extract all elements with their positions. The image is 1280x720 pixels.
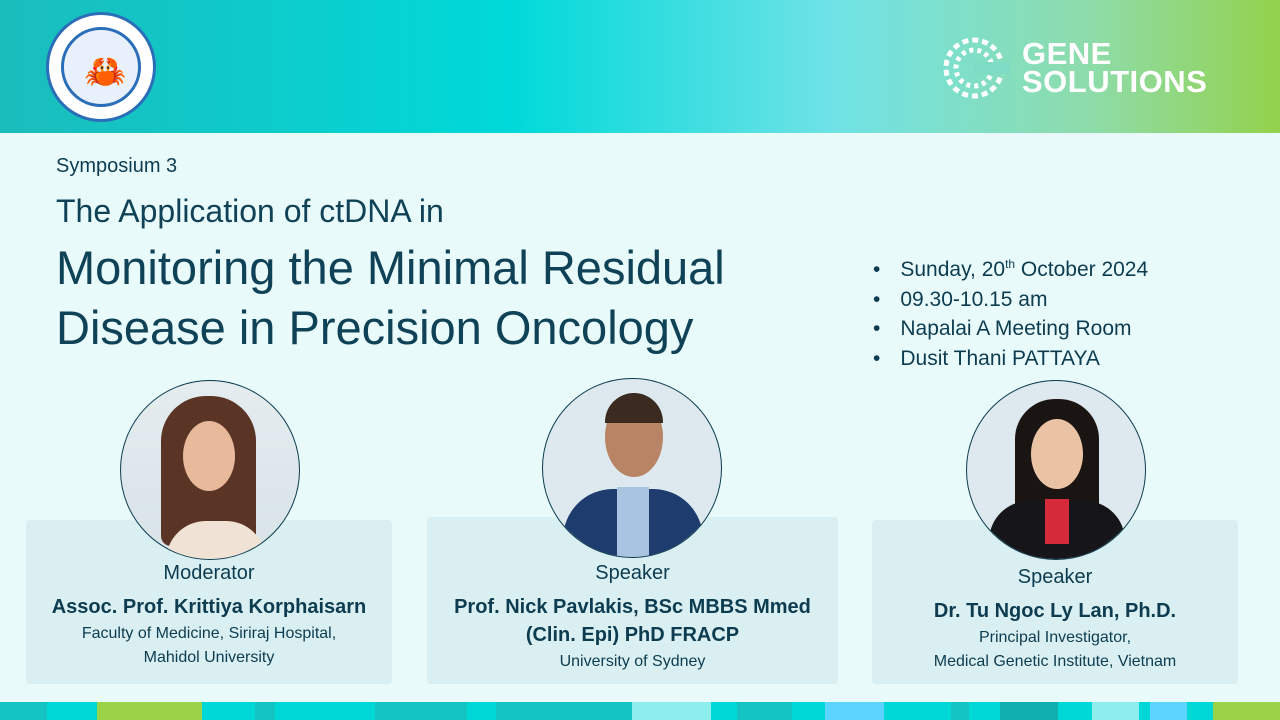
speaker1-photo bbox=[542, 378, 722, 558]
person-name: Dr. Tu Ngoc Ly Lan, Ph.D. bbox=[933, 600, 1177, 622]
thai-society-logo: 🦀 bbox=[46, 12, 156, 122]
event-room: Napalai A Meeting Room bbox=[873, 314, 1148, 344]
symposium-label: Symposium 3 bbox=[56, 155, 178, 177]
title-line3: Disease in Precision Oncology bbox=[56, 301, 694, 354]
affiliation: Mahidol University bbox=[143, 649, 275, 666]
affiliation: Faculty of Medicine, Siriraj Hospital, bbox=[81, 625, 337, 642]
speaker2-photo bbox=[966, 380, 1146, 560]
event-date: Sunday, 20th October 2024 bbox=[873, 250, 1148, 285]
affiliation: University of Sydney bbox=[559, 653, 706, 670]
affiliation: Medical Genetic Institute, Vietnam bbox=[933, 653, 1177, 670]
title-main: Monitoring the Minimal Residual Disease i… bbox=[56, 238, 725, 358]
affiliation: Principal Investigator, bbox=[978, 629, 1132, 646]
event-time: 09.30-10.15 am bbox=[873, 285, 1148, 315]
moderator-photo bbox=[120, 380, 300, 560]
event-info: Sunday, 20th October 2024 09.30-10.15 am… bbox=[873, 250, 1148, 373]
gene-solutions-logo: GENE SOLUTIONS bbox=[938, 32, 1207, 104]
event-venue: Dusit Thani PATTAYA bbox=[873, 344, 1148, 374]
title-line1: The Application of ctDNA in bbox=[56, 193, 444, 229]
moderator-card: Moderator Assoc. Prof. Krittiya Korphais… bbox=[26, 520, 392, 684]
title-line2: Monitoring the Minimal Residual bbox=[56, 241, 725, 294]
role-label: Speaker bbox=[595, 562, 670, 584]
decorative-color-bar bbox=[0, 702, 1280, 720]
brand-line1: GENE bbox=[1022, 36, 1112, 71]
person-name: Assoc. Prof. Krittiya Korphaisarn bbox=[51, 596, 367, 618]
brand-line2: SOLUTIONS bbox=[1022, 64, 1208, 99]
header-banner: 🦀 GENE SOLUTIONS bbox=[0, 0, 1280, 133]
person-name-cont: (Clin. Epi) PhD FRACP bbox=[525, 624, 740, 646]
role-label: Speaker bbox=[1017, 566, 1093, 588]
person-name: Prof. Nick Pavlakis, BSc MBBS Mmed bbox=[454, 596, 811, 618]
role-label: Moderator bbox=[163, 562, 255, 584]
crab-icon: 🦀 bbox=[84, 53, 127, 91]
sunburst-icon bbox=[943, 37, 1010, 99]
